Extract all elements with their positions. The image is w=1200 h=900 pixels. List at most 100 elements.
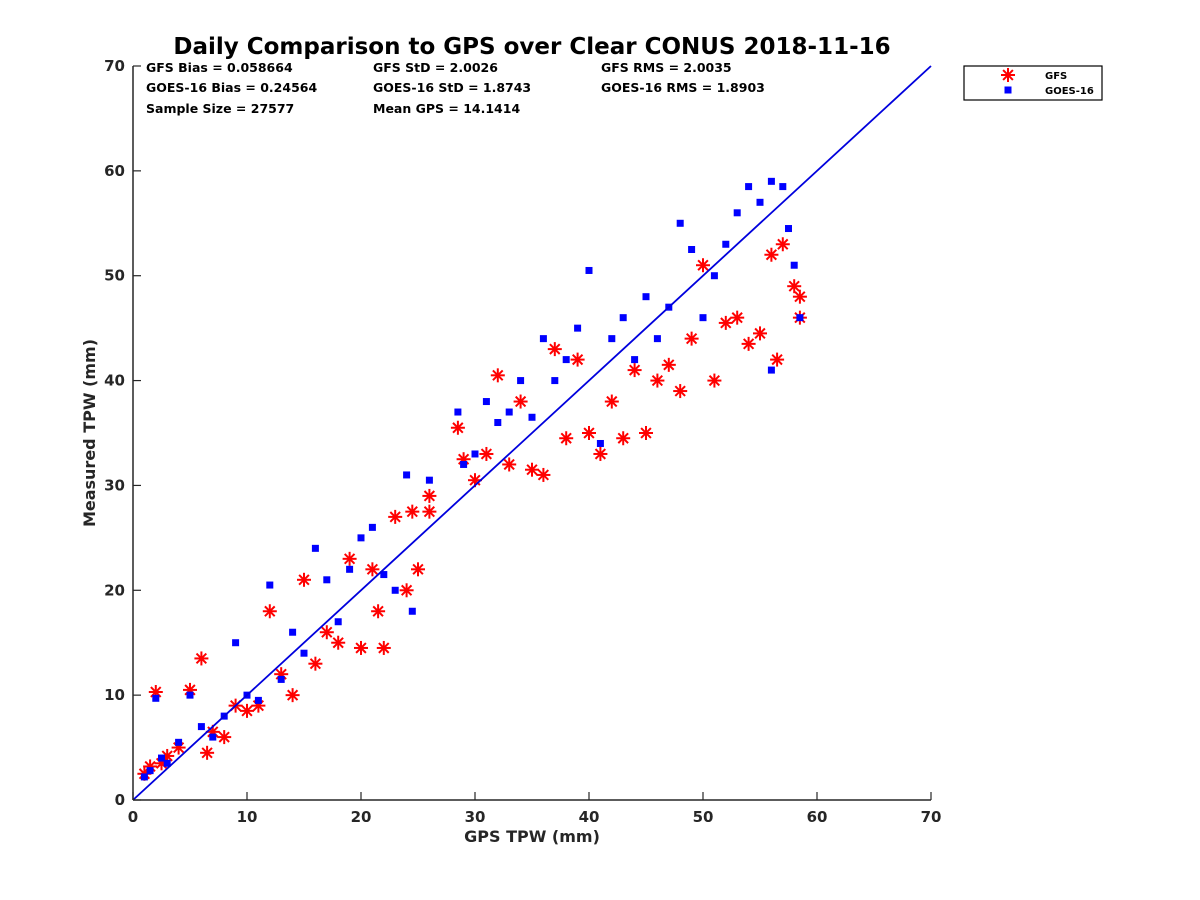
goes16-point [368,523,376,531]
goes16-point [608,335,616,343]
gfs-point [696,258,710,273]
gfs-point [376,640,391,655]
goes16-point [454,408,462,416]
goes16-point [733,209,741,217]
goes16-point [688,246,696,253]
gfs-point [342,551,357,566]
goes16-point [254,696,262,704]
gfs-point [354,640,368,655]
goes16-point [357,534,365,542]
gfs-point [639,426,653,440]
goes16-point [505,408,513,416]
y-tick-label: 60 [104,162,125,180]
gfs-point [331,635,346,650]
y-tick-label: 70 [104,57,125,75]
goes16-point [642,293,650,301]
legend-gfs-label: GFS [1045,71,1067,82]
gfs-point [217,730,232,745]
y-tick-label: 50 [104,267,125,285]
goes16-point [152,694,160,702]
gfs-point [559,431,574,446]
y-tick-label: 30 [104,476,125,494]
goes16-point [408,607,416,615]
stat-text: Sample Size = 27577 [146,101,294,116]
one-to-one-line [132,65,932,801]
goes16-point [391,586,399,594]
gfs-point [194,651,209,666]
goes16-point [197,723,205,731]
goes16-point [163,759,171,767]
x-tick-label: 50 [693,808,714,826]
goes16-point [460,460,468,468]
gfs-point [405,504,420,519]
goes16-point [425,476,433,484]
goes16-point [631,356,639,364]
goes16-point [551,377,559,385]
stat-text: GFS RMS = 2.0035 [601,60,732,75]
goes16-point [186,691,194,699]
stat-text: GFS StD = 2.0026 [373,60,498,75]
goes16-point [539,335,547,343]
stat-text: Mean GPS = 14.1414 [373,101,520,116]
y-axis-label: Measured TPW (mm) [80,339,99,527]
plot-area [132,65,932,801]
gfs-point [707,373,722,388]
gfs-point [240,703,254,718]
goes16-point [767,366,775,374]
goes16-point [710,272,718,280]
goes16-point [471,450,479,458]
goes16-point [277,675,285,683]
gfs-point [422,504,437,519]
goes16-point [619,314,627,322]
y-tick-label: 20 [104,581,125,599]
goes16-point [209,733,217,741]
goes16-point [745,183,753,191]
gfs-point [319,625,334,640]
gfs-point [513,394,528,409]
goes16-point [300,649,308,657]
goes16-point [767,177,775,185]
gfs-point [371,604,386,619]
gfs-point [547,342,562,357]
goes16-point [517,377,525,385]
goes16-point [585,266,593,274]
gfs-point [200,745,215,760]
series-goes16 [140,177,804,781]
legend-goes16-label: GOES-16 [1045,86,1094,97]
stat-text: GFS Bias = 0.058664 [146,60,293,75]
goes16-point [722,240,730,248]
goes16-point [785,225,792,233]
x-tick-label: 40 [579,808,600,826]
goes16-point [494,419,502,427]
gfs-point [616,431,631,446]
goes16-point [158,754,165,762]
goes16-point [346,565,354,573]
x-tick-label: 70 [921,808,942,826]
goes16-point [482,398,490,406]
x-tick-label: 60 [807,808,828,826]
gfs-point [536,467,551,482]
goes16-point [403,471,411,479]
gfs-point [422,488,437,503]
y-tick-label: 10 [104,686,125,704]
gfs-point [673,384,688,399]
goes16-point [140,773,148,781]
x-tick-label: 0 [128,808,138,826]
axes: 0 10 20 30 40 50 60 70 0 10 20 30 40 50 60 70 [104,57,941,826]
goes16-point [266,581,274,589]
gfs-point [285,688,300,703]
x-tick-label: 10 [237,808,258,826]
gfs-point [593,446,608,461]
goes16-point [574,324,582,332]
gfs-point [582,426,596,440]
gfs-point [262,604,277,619]
gfs-point [684,331,699,346]
goes16-point [676,219,684,227]
x-axis-label: GPS TPW (mm) [464,827,600,846]
y-tick-label: 40 [104,372,125,390]
goes16-point [653,335,661,343]
gfs-point [308,656,323,671]
goes16-point [562,356,570,364]
goes16-point [790,261,798,269]
legend-goes16-marker [1004,86,1012,94]
